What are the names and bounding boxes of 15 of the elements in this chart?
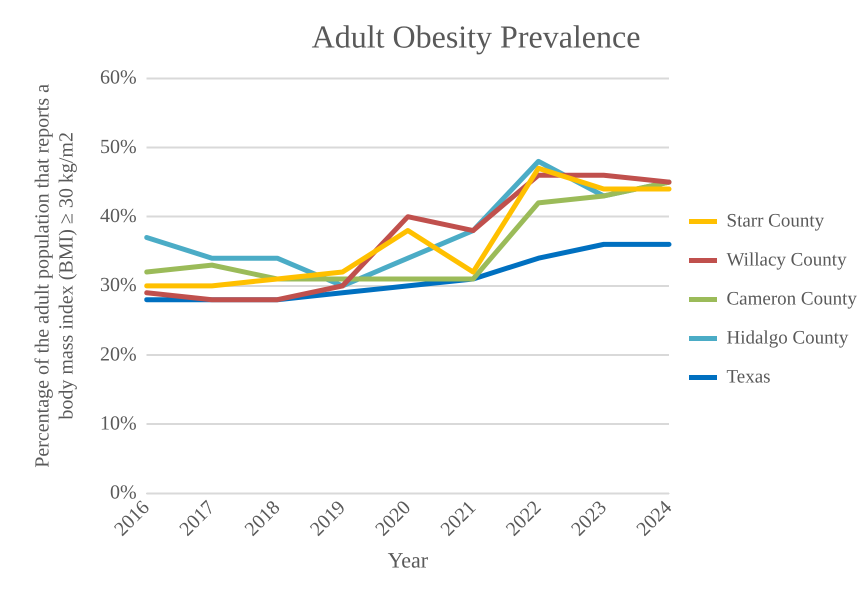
- y-tick-label: 40%: [100, 204, 137, 227]
- legend-label: Cameron County: [726, 288, 858, 310]
- chart-title: Adult Obesity Prevalence: [312, 18, 640, 55]
- x-axis-title: Year: [388, 548, 429, 573]
- y-tick-label: 0%: [110, 482, 137, 504]
- y-tick-label: 20%: [100, 343, 137, 366]
- y-tick-label: 30%: [100, 274, 137, 296]
- legend-label: Willacy County: [726, 249, 848, 270]
- legend-label: Hidalgo County: [726, 327, 849, 348]
- y-tick-label: 60%: [100, 66, 137, 89]
- y-axis-title: Percentage of the adult population that reports a body mass index (BMI) ≥ 30 kg/m2: [31, 84, 78, 468]
- legend-label: Texas: [726, 366, 771, 388]
- y-tick-label: 10%: [100, 412, 137, 434]
- legend-label: Starr County: [726, 210, 825, 232]
- y-tick-label: 50%: [100, 136, 137, 158]
